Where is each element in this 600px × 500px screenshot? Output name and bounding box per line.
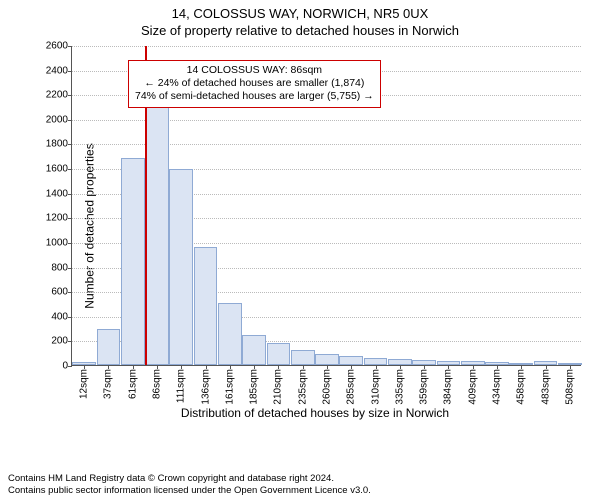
bar bbox=[97, 329, 121, 365]
xtick-label: 260sqm bbox=[322, 369, 333, 405]
ytick-mark bbox=[68, 120, 72, 121]
xtick-label: 111sqm bbox=[176, 369, 187, 403]
xtick-label: 458sqm bbox=[516, 369, 527, 405]
xtick-label: 86sqm bbox=[152, 369, 163, 399]
bar bbox=[218, 303, 242, 365]
callout-line1: 14 COLOSSUS WAY: 86sqm bbox=[135, 64, 374, 77]
xtick-label: 61sqm bbox=[127, 369, 138, 399]
ytick-mark bbox=[68, 243, 72, 244]
xtick-label: 37sqm bbox=[103, 369, 114, 399]
bar bbox=[121, 158, 145, 365]
footer-line1: Contains HM Land Registry data © Crown c… bbox=[8, 473, 592, 484]
callout-line3: 74% of semi-detached houses are larger (… bbox=[135, 90, 374, 103]
chart-container: Number of detached properties 14 COLOSSU… bbox=[45, 46, 585, 406]
bar bbox=[242, 335, 266, 365]
bar bbox=[267, 343, 291, 365]
ytick-label: 800 bbox=[51, 262, 68, 273]
ytick-label: 200 bbox=[51, 336, 68, 347]
ytick-label: 1600 bbox=[46, 164, 68, 175]
xtick-label: 12sqm bbox=[79, 369, 90, 399]
ytick-mark bbox=[68, 144, 72, 145]
ytick-label: 400 bbox=[51, 311, 68, 322]
bar bbox=[145, 99, 169, 365]
bar bbox=[315, 354, 339, 365]
xtick-label: 310sqm bbox=[370, 369, 381, 405]
ytick-label: 1200 bbox=[46, 213, 68, 224]
xtick-label: 359sqm bbox=[419, 369, 430, 405]
ytick-label: 2200 bbox=[46, 90, 68, 101]
address-title: 14, COLOSSUS WAY, NORWICH, NR5 0UX bbox=[0, 0, 600, 21]
xtick-label: 508sqm bbox=[564, 369, 575, 405]
xtick-label: 384sqm bbox=[443, 369, 454, 405]
ytick-mark bbox=[68, 169, 72, 170]
xtick-label: 185sqm bbox=[249, 369, 260, 405]
ytick-mark bbox=[68, 317, 72, 318]
ytick-mark bbox=[68, 341, 72, 342]
xtick-label: 335sqm bbox=[394, 369, 405, 405]
ytick-mark bbox=[68, 366, 72, 367]
footer-attribution: Contains HM Land Registry data © Crown c… bbox=[8, 473, 592, 496]
ytick-label: 2600 bbox=[46, 41, 68, 52]
xtick-label: 136sqm bbox=[200, 369, 211, 405]
footer-line2: Contains public sector information licen… bbox=[8, 485, 592, 496]
ytick-label: 2000 bbox=[46, 114, 68, 125]
chart-subtitle: Size of property relative to detached ho… bbox=[0, 21, 600, 38]
bar bbox=[291, 350, 315, 365]
ytick-mark bbox=[68, 218, 72, 219]
callout-line2: ← 24% of detached houses are smaller (1,… bbox=[135, 77, 374, 90]
xtick-label: 161sqm bbox=[224, 369, 235, 405]
bar bbox=[364, 358, 388, 365]
ytick-mark bbox=[68, 46, 72, 47]
ytick-label: 1400 bbox=[46, 188, 68, 199]
xtick-label: 285sqm bbox=[346, 369, 357, 405]
gridline bbox=[72, 46, 581, 47]
bar bbox=[339, 356, 363, 365]
ytick-mark bbox=[68, 95, 72, 96]
ytick-label: 1800 bbox=[46, 139, 68, 150]
xtick-label: 483sqm bbox=[540, 369, 551, 405]
bar bbox=[194, 247, 218, 365]
callout-box: 14 COLOSSUS WAY: 86sqm ← 24% of detached… bbox=[128, 60, 381, 108]
ytick-label: 1000 bbox=[46, 237, 68, 248]
ytick-label: 0 bbox=[62, 361, 68, 372]
xtick-label: 409sqm bbox=[467, 369, 478, 405]
bar bbox=[169, 169, 193, 365]
xtick-label: 210sqm bbox=[273, 369, 284, 405]
ytick-mark bbox=[68, 194, 72, 195]
ytick-label: 600 bbox=[51, 287, 68, 298]
ytick-mark bbox=[68, 292, 72, 293]
ytick-label: 2400 bbox=[46, 65, 68, 76]
x-axis-label: Distribution of detached houses by size … bbox=[45, 406, 585, 428]
xtick-label: 434sqm bbox=[492, 369, 503, 405]
xtick-label: 235sqm bbox=[297, 369, 308, 405]
ytick-mark bbox=[68, 71, 72, 72]
ytick-mark bbox=[68, 268, 72, 269]
plot-area: 14 COLOSSUS WAY: 86sqm ← 24% of detached… bbox=[71, 46, 581, 366]
